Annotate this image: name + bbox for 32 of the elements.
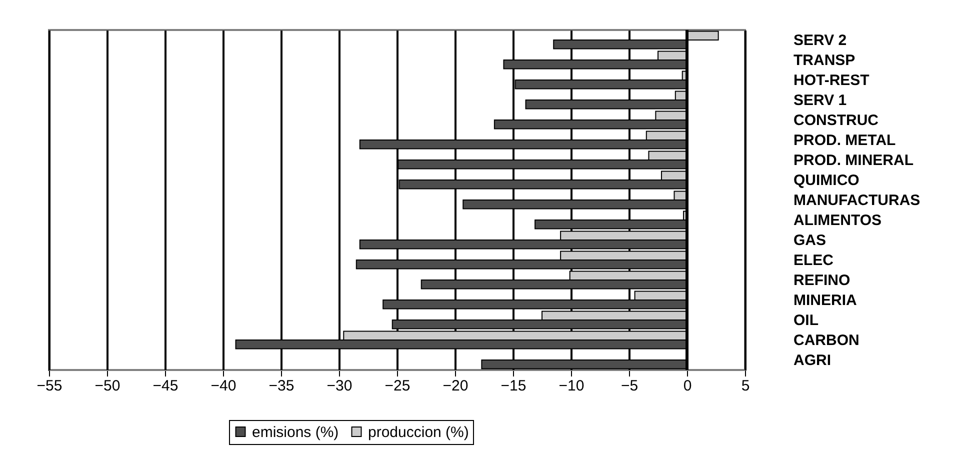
x-tick-label: −30: [326, 378, 352, 394]
x-tick-label: −40: [210, 378, 236, 394]
y-tick-label: ELEC: [794, 252, 834, 269]
x-tick-label: −10: [558, 378, 584, 394]
y-tick-label: AGRI: [794, 352, 831, 369]
legend-label: emisions (%): [252, 424, 339, 441]
x-tick-label: −50: [94, 378, 120, 394]
x-tick-label: −15: [500, 378, 526, 394]
y-tick-label: TRANSP: [794, 52, 856, 69]
x-tick-label: −5: [620, 378, 638, 394]
y-tick-label: PROD. METAL: [794, 132, 896, 149]
x-tick-label: −35: [268, 378, 294, 394]
y-tick-label: CARBON: [794, 332, 860, 349]
y-tick-label: GAS: [794, 232, 826, 249]
y-tick-label: PROD. MINERAL: [794, 152, 914, 169]
y-tick-label: SERV 1: [794, 92, 847, 109]
x-tick-label: −25: [384, 378, 410, 394]
y-tick-label: MANUFACTURAS: [794, 192, 920, 209]
y-tick-label: REFINO: [794, 272, 850, 289]
x-tick-label: −20: [442, 378, 468, 394]
x-tick-label: −45: [152, 378, 178, 394]
y-tick-label: OIL: [794, 312, 818, 329]
x-tick-label: −55: [36, 378, 62, 394]
legend-label: produccion (%): [368, 424, 469, 441]
y-tick-label: HOT-REST: [794, 72, 870, 89]
x-tick-label: 5: [741, 378, 750, 394]
y-tick-label: ALIMENTOS: [794, 212, 882, 229]
y-tick-label: MINERIA: [794, 292, 857, 309]
y-tick-label: CONSTRUC: [794, 112, 879, 129]
y-tick-label: SERV 2: [794, 32, 847, 49]
x-tick-label: 0: [683, 378, 692, 394]
y-tick-label: QUIMICO: [794, 172, 860, 189]
